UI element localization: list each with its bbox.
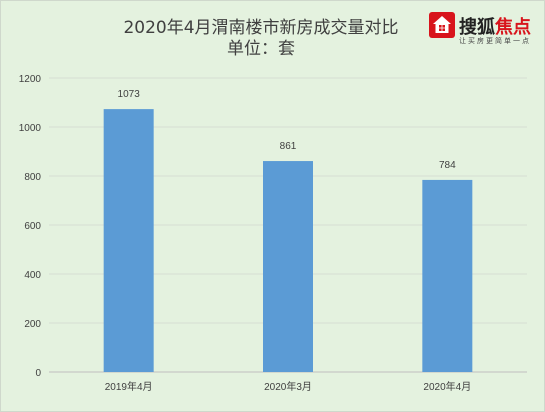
house-logo-icon (429, 12, 455, 38)
data-label: 1073 (118, 89, 141, 100)
bar (103, 109, 154, 373)
y-tick-label: 1200 (19, 74, 42, 85)
y-tick-label: 600 (24, 221, 41, 232)
y-tick-label: 400 (24, 270, 41, 281)
y-tick-label: 0 (35, 368, 41, 379)
chart-subtitle: 单位：套 (227, 39, 295, 59)
sohu-focus-logo: 搜狐焦点 让买房更简单一点 (429, 9, 539, 49)
x-tick-label: 2020年3月 (264, 380, 312, 393)
y-tick-label: 800 (24, 172, 41, 183)
data-label: 784 (439, 160, 456, 171)
logo-slogan: 让买房更简单一点 (459, 37, 531, 45)
bar (422, 179, 473, 372)
y-tick-label: 200 (24, 319, 41, 330)
logo-brand-focus: 焦点 (495, 17, 531, 38)
chart-title: 2020年4月渭南楼市新房成交量对比 (123, 18, 399, 38)
x-tick-label: 2019年4月 (105, 380, 153, 393)
logo-brand: 搜狐焦点 (459, 13, 531, 39)
logo-brand-sohu: 搜狐 (459, 17, 495, 38)
y-tick-label: 1000 (19, 123, 42, 134)
bar (263, 161, 313, 372)
data-label: 861 (280, 141, 297, 152)
x-tick-label: 2020年4月 (423, 380, 471, 393)
